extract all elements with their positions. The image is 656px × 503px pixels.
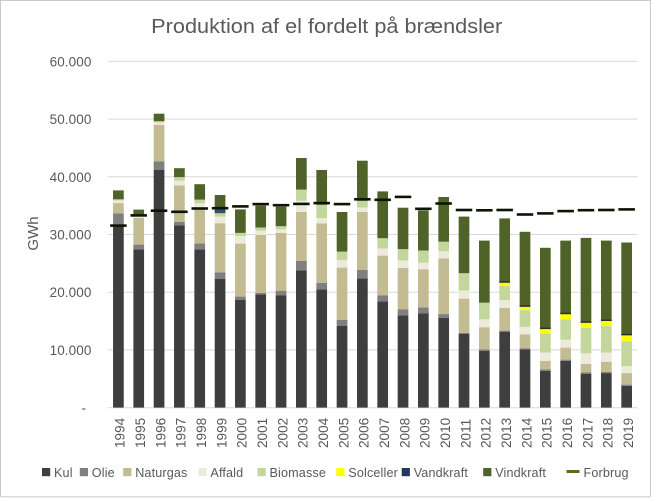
svg-text:2011: 2011: [458, 419, 473, 448]
svg-text:30.000: 30.000: [50, 228, 92, 243]
svg-text:Olie: Olie: [92, 466, 115, 480]
svg-text:2018: 2018: [601, 418, 616, 448]
svg-text:Biomasse: Biomasse: [270, 466, 327, 480]
svg-text:50.000: 50.000: [50, 112, 92, 127]
svg-text:Vindkraft: Vindkraft: [495, 466, 546, 480]
svg-text:40.000: 40.000: [50, 170, 92, 185]
svg-text:Kul: Kul: [54, 466, 73, 480]
svg-text:2003: 2003: [296, 418, 311, 448]
svg-text:Naturgas: Naturgas: [135, 466, 187, 480]
svg-text:2001: 2001: [255, 418, 270, 448]
svg-text:2005: 2005: [336, 418, 351, 448]
svg-text:-: -: [82, 400, 87, 415]
svg-text:10.000: 10.000: [50, 343, 92, 358]
svg-text:1995: 1995: [133, 418, 148, 448]
svg-text:2017: 2017: [580, 418, 595, 448]
svg-text:2010: 2010: [438, 417, 453, 448]
svg-text:2012: 2012: [479, 418, 494, 448]
svg-text:20.000: 20.000: [50, 285, 92, 300]
svg-text:Produktion af el fordelt på br: Produktion af el fordelt på brændsler: [151, 16, 502, 38]
svg-text:2000: 2000: [235, 417, 250, 448]
svg-text:1994: 1994: [113, 417, 128, 448]
svg-text:Forbrug: Forbrug: [584, 466, 629, 480]
svg-text:GWh: GWh: [25, 216, 42, 250]
svg-text:1999: 1999: [214, 418, 229, 448]
svg-text:2002: 2002: [275, 418, 290, 448]
svg-text:2016: 2016: [560, 418, 575, 448]
svg-text:2014: 2014: [519, 417, 534, 448]
svg-text:Affald: Affald: [210, 466, 243, 480]
svg-text:2007: 2007: [377, 418, 392, 448]
svg-text:2004: 2004: [316, 417, 331, 448]
svg-text:1998: 1998: [194, 418, 209, 448]
svg-text:1997: 1997: [174, 418, 189, 448]
svg-text:2006: 2006: [357, 418, 372, 448]
svg-text:2019: 2019: [621, 418, 636, 448]
svg-text:Vandkraft: Vandkraft: [414, 466, 469, 480]
svg-text:2008: 2008: [397, 418, 412, 448]
svg-text:2009: 2009: [418, 418, 433, 448]
svg-text:2015: 2015: [540, 418, 555, 448]
svg-text:2013: 2013: [499, 418, 514, 448]
svg-text:60.000: 60.000: [50, 54, 92, 69]
svg-text:1996: 1996: [153, 418, 168, 448]
svg-text:Solceller: Solceller: [348, 466, 398, 480]
